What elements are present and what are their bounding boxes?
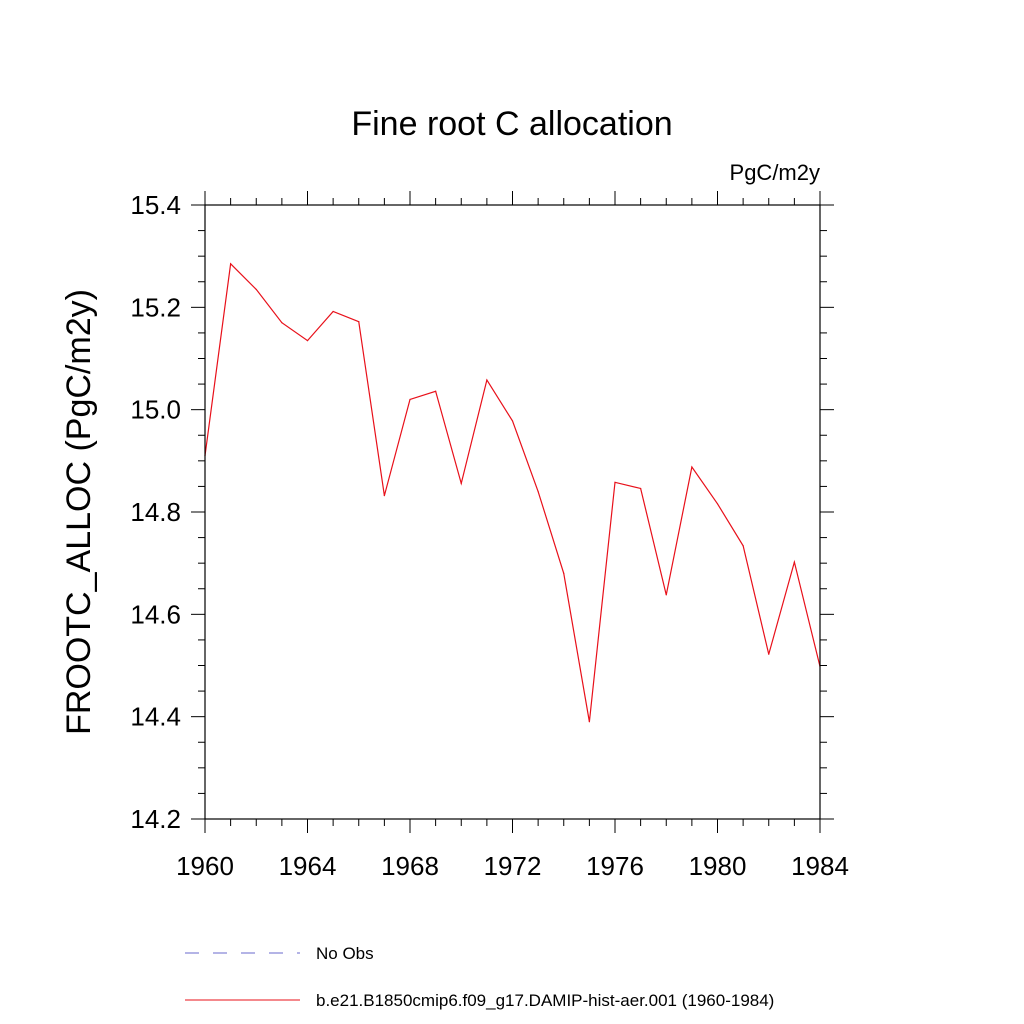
series-point bbox=[230, 263, 232, 265]
series-point bbox=[511, 420, 514, 422]
plot-frame bbox=[204, 204, 821, 820]
series-point bbox=[358, 321, 360, 323]
series-point bbox=[614, 481, 616, 483]
tick-labels: 1960 1964 1968 1972 1976 1980 1984 14.2 14.4 14.6… bbox=[130, 190, 849, 881]
x-tick-label: 1968 bbox=[381, 851, 439, 881]
chart-title: Fine root C allocation bbox=[351, 105, 672, 143]
x-tick-label: 1964 bbox=[279, 851, 337, 881]
y-tick-label: 14.6 bbox=[130, 599, 181, 629]
series-point bbox=[665, 594, 667, 596]
axis-ticks bbox=[191, 191, 834, 833]
series-point bbox=[793, 561, 795, 563]
series-point bbox=[716, 503, 719, 505]
series-point bbox=[332, 310, 334, 313]
y-tick-label: 15.4 bbox=[130, 190, 181, 220]
series-point bbox=[640, 487, 642, 490]
series-line bbox=[204, 262, 821, 722]
series-point bbox=[306, 339, 309, 342]
series-point bbox=[768, 653, 770, 655]
x-tick-label: 1960 bbox=[176, 851, 234, 881]
y-axis-label: FROOTC_ALLOC (PgC/m2y) bbox=[60, 289, 98, 735]
units-label: PgC/m2y bbox=[730, 160, 820, 185]
series-point bbox=[281, 322, 283, 324]
legend: No Obs b.e21.B1850cmip6.f09_g17.DAMIP-hi… bbox=[185, 944, 774, 1010]
legend-label-no-obs: No Obs bbox=[316, 944, 374, 963]
series-point bbox=[435, 390, 437, 392]
series-point bbox=[537, 490, 539, 493]
series-point bbox=[383, 495, 385, 497]
x-tick-label: 1984 bbox=[791, 851, 849, 881]
series-point bbox=[742, 545, 744, 547]
y-tick-label: 15.0 bbox=[130, 395, 181, 425]
series-point bbox=[255, 288, 257, 291]
y-tick-label: 14.2 bbox=[130, 804, 181, 834]
series-point bbox=[588, 721, 590, 723]
x-tick-label: 1976 bbox=[586, 851, 644, 881]
y-tick-label: 14.8 bbox=[130, 497, 181, 527]
series-point bbox=[460, 482, 462, 484]
series-point bbox=[691, 466, 693, 468]
y-tick-label: 15.2 bbox=[130, 292, 181, 322]
x-tick-label: 1980 bbox=[689, 851, 747, 881]
y-tick-label: 14.4 bbox=[130, 702, 181, 732]
series-point bbox=[563, 572, 565, 575]
legend-label-model-run: b.e21.B1850cmip6.f09_g17.DAMIP-hist-aer.… bbox=[316, 991, 774, 1010]
x-tick-label: 1972 bbox=[484, 851, 542, 881]
series-point bbox=[409, 398, 411, 401]
plot-series bbox=[204, 262, 821, 723]
series-point bbox=[486, 379, 488, 381]
